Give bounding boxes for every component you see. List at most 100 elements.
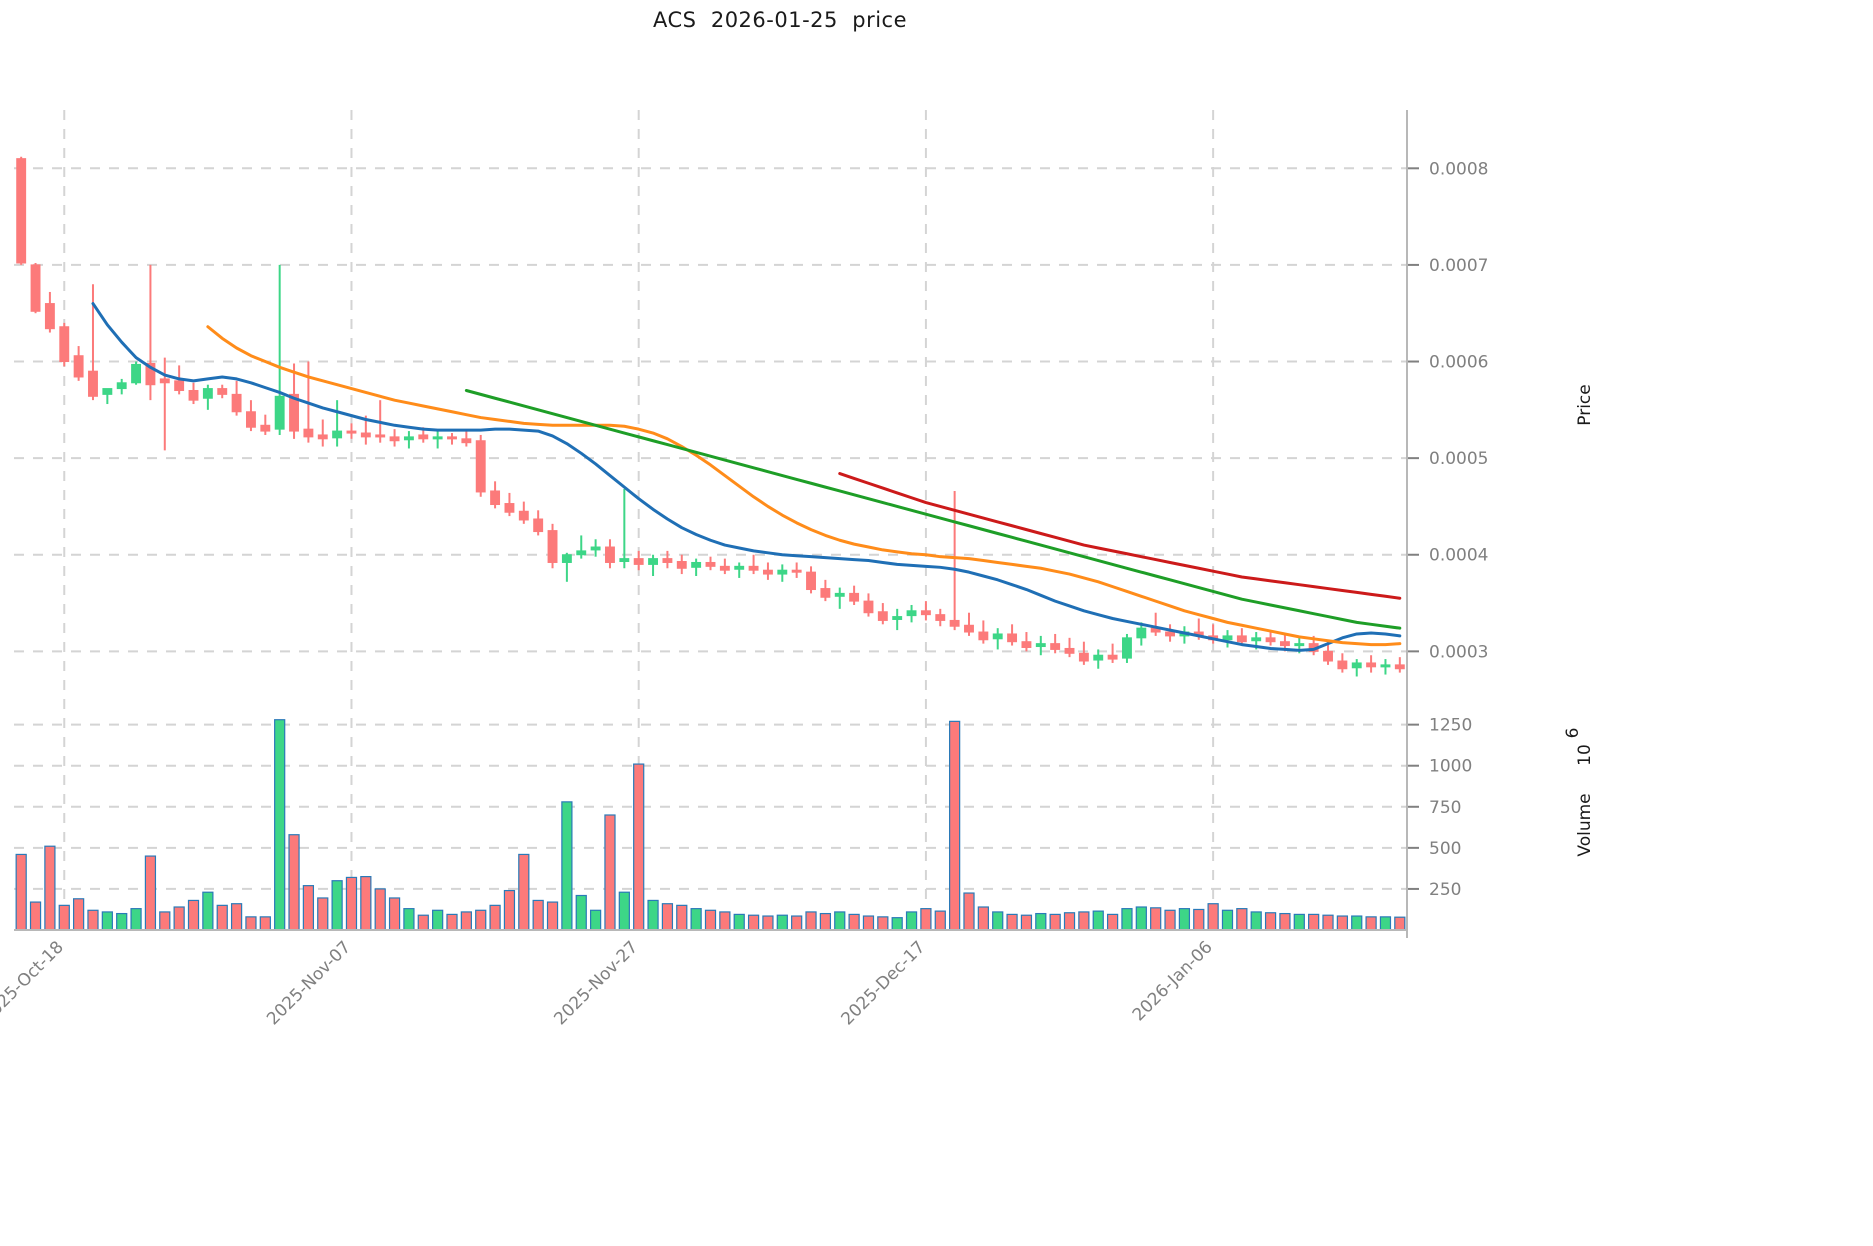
volume-bar (274, 719, 286, 931)
volume-bar (1063, 912, 1076, 931)
candlestick (260, 414, 271, 435)
price-tick-label: 0.0005 (1429, 449, 1488, 469)
candle-body (1093, 654, 1104, 661)
volume-bar (1150, 907, 1162, 931)
candle-body (188, 390, 199, 401)
candle-body (590, 546, 601, 551)
candle-body (44, 303, 55, 330)
price-tick-label: 0.0003 (1429, 642, 1488, 662)
candlestick (877, 603, 888, 625)
candle-body (920, 610, 931, 616)
volume-tick-label: 1250 (1429, 716, 1472, 736)
candle-body (461, 438, 472, 444)
volume-bar (676, 904, 688, 931)
candlestick (935, 608, 946, 627)
x-tick-label: 2025-Nov-07 (263, 937, 355, 1029)
candlestick (676, 554, 687, 575)
volume-bar (704, 909, 717, 931)
candle-body (748, 565, 759, 571)
volume-bar (891, 917, 903, 931)
candle-body (1265, 637, 1276, 643)
candle-body (935, 614, 946, 621)
candle-body (705, 561, 716, 567)
candlestick (892, 608, 903, 631)
candlestick (1165, 624, 1175, 642)
candle-body (892, 616, 903, 620)
candlestick (633, 550, 644, 571)
volume-bar (561, 801, 573, 931)
price-tick-label: 0.0004 (1429, 546, 1488, 566)
candle-body (1107, 654, 1118, 660)
candlestick (475, 434, 486, 497)
candle-body (504, 503, 515, 513)
candlestick (317, 419, 328, 447)
candle-body (202, 388, 213, 399)
price-axis-title: Price (1575, 384, 1595, 425)
candlestick (44, 291, 55, 333)
candlestick (145, 264, 156, 401)
volume-bar (173, 906, 185, 931)
candlestick (906, 604, 917, 623)
candle-body (1279, 641, 1290, 647)
candle-body (174, 380, 185, 392)
candlestick (490, 481, 501, 509)
candlestick (1064, 637, 1075, 658)
candlestick (978, 620, 989, 644)
candlestick (748, 554, 759, 575)
candle-body (1035, 643, 1046, 648)
candle-body (633, 558, 644, 565)
volume-bar (460, 911, 472, 931)
candle-body (1337, 660, 1348, 670)
candlestick (662, 550, 673, 569)
volume-bar (1006, 913, 1018, 931)
candlestick (1351, 659, 1362, 677)
volume-bar (532, 899, 544, 931)
candlestick (159, 357, 170, 451)
candlestick (432, 429, 443, 449)
candlestick (332, 400, 343, 447)
candle-body (490, 490, 501, 506)
volume-bar (116, 912, 128, 931)
volume-exponent-superscript: 6 (1563, 728, 1583, 739)
volume-bar (905, 911, 918, 931)
candle-body (59, 326, 70, 363)
volume-bar (159, 911, 171, 931)
candle-body (906, 610, 917, 617)
candlestick (217, 384, 228, 399)
candlestick (820, 579, 831, 602)
candle-body (375, 434, 386, 438)
candlestick (762, 562, 773, 580)
candlestick (116, 378, 127, 395)
candlestick (102, 388, 113, 405)
volume-bar (403, 908, 415, 931)
volume-bar (518, 853, 530, 931)
volume-bar (1164, 909, 1176, 931)
candlestick (1136, 622, 1147, 646)
candle-body (317, 434, 328, 440)
candle-body (877, 611, 888, 621)
candlestick (920, 601, 931, 621)
candle-body (217, 388, 228, 395)
candle-body (1394, 664, 1405, 670)
volume-bar (934, 910, 946, 931)
price-tick-label: 0.0006 (1429, 353, 1488, 373)
volume-bar (72, 898, 85, 931)
candle-body (576, 550, 587, 556)
ma-orange-line (206, 325, 1402, 647)
candle-body (863, 600, 874, 614)
volume-bar (187, 899, 200, 931)
candle-body (1078, 652, 1089, 662)
volume-bar (87, 909, 99, 931)
candle-body (432, 436, 443, 440)
candle-body (1136, 627, 1147, 639)
volume-bar (747, 914, 760, 931)
candle-body (447, 436, 457, 440)
volume-bar (216, 904, 228, 931)
candle-body (30, 264, 41, 312)
volume-bar (44, 845, 56, 931)
candle-body (116, 382, 127, 390)
volume-bar (15, 853, 27, 931)
volume-bar (345, 876, 358, 931)
grid-lines (14, 110, 1407, 930)
